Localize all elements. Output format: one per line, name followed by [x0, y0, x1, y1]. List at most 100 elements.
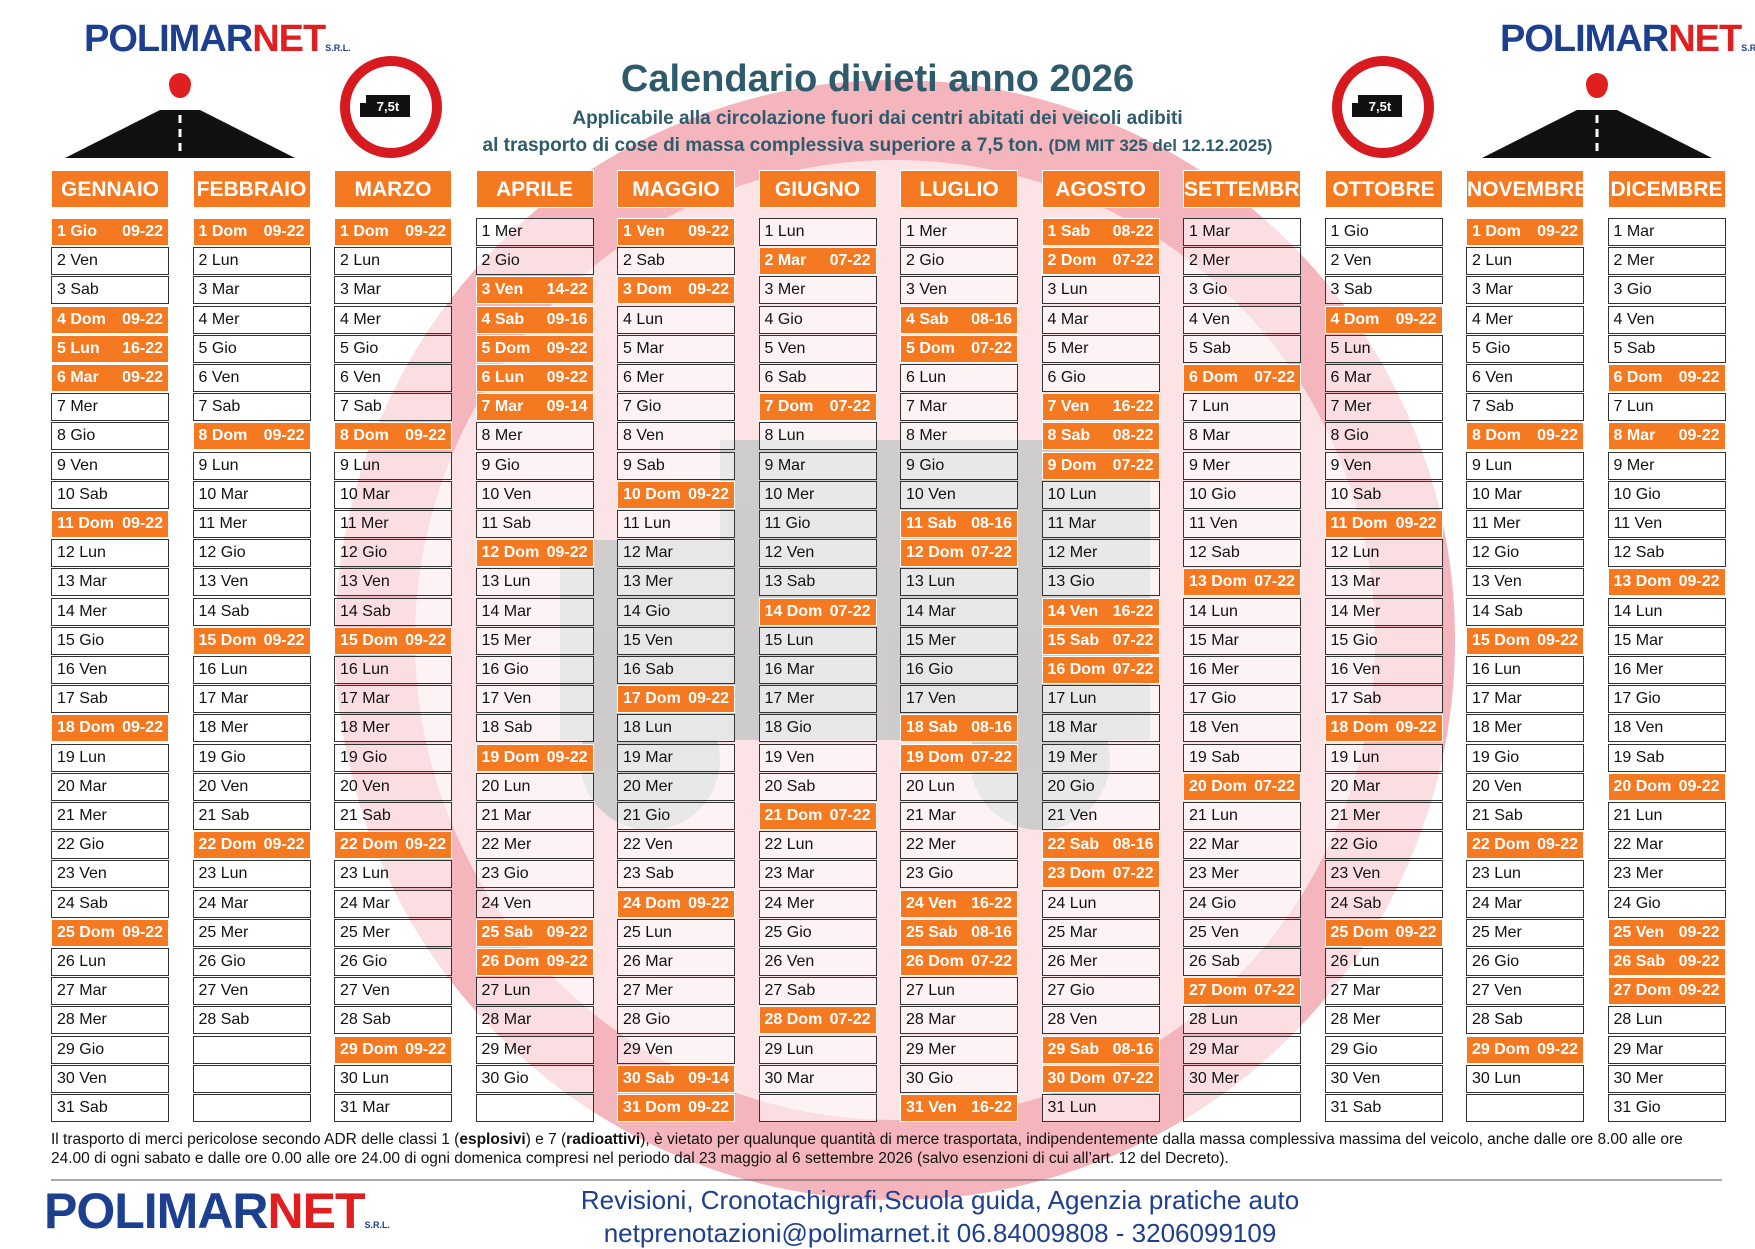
ban-hours: 09-22 — [1537, 836, 1578, 854]
day-cell: 18 Ven — [1607, 714, 1726, 743]
day-label: 16 Mar — [764, 661, 815, 678]
ban-hours: 09-22 — [1678, 923, 1720, 941]
footnote-text: Il trasporto di merci pericolose secondo… — [51, 1131, 460, 1148]
day-cell: 26 Lun — [51, 948, 169, 976]
day-label: 17 Dom — [623, 690, 681, 708]
day-cell: 7 Gio — [617, 393, 735, 422]
day-cell: 16 Mar — [758, 656, 877, 684]
day-label: 14 Sab — [198, 602, 250, 620]
day-cell: 9 Lun — [192, 451, 311, 480]
day-cell: 23 Mar — [758, 860, 877, 889]
day-label: 28 Mer — [57, 1011, 107, 1029]
day-cell: 31 Sab — [1324, 1094, 1443, 1122]
day-cell: 21 Sab — [334, 802, 452, 830]
day-cell: 25 Gio — [758, 918, 877, 947]
day-label: 6 Ven — [1472, 369, 1513, 386]
day-cell: 10 Dom 09-22 — [617, 480, 735, 509]
ban-hours: 09-22 — [546, 953, 588, 970]
day-cell: 8 Gio — [51, 422, 169, 451]
ban-hours: 08-22 — [1112, 427, 1154, 445]
day-label: 19 Mer — [1047, 748, 1098, 766]
day-cell: 10 Mar — [1466, 480, 1584, 509]
day-label: 26 Dom — [481, 953, 540, 970]
day-cell: 4 Dom 09-22 — [51, 305, 169, 334]
day-label: 17 Sab — [1330, 690, 1382, 708]
day-label: 2 Lun — [198, 252, 239, 270]
month-header: APRILE — [475, 170, 594, 208]
day-cell: 9 Lun — [1466, 451, 1584, 480]
day-cell: 17 Gio — [1183, 685, 1301, 714]
day-label: 27 Dom — [1189, 982, 1247, 1000]
day-cell: 30 Ven — [51, 1064, 169, 1093]
ban-hours: 09-16 — [546, 310, 588, 328]
day-cell: 18 Dom 09-22 — [51, 714, 169, 743]
day-label: 31 Ven — [906, 1099, 957, 1116]
day-cell: 25 Mer — [1466, 918, 1584, 947]
day-cell: 27 Ven — [1466, 977, 1584, 1006]
day-cell: 1 Gio — [1324, 218, 1443, 246]
day-cell: 5 Gio — [192, 334, 311, 363]
day-label: 27 Ven — [1472, 982, 1522, 1000]
day-cell: 11 Sab 08-16 — [900, 510, 1018, 538]
day-cell: 9 Gio — [475, 451, 594, 480]
day-cell: 23 Mer — [1607, 860, 1726, 889]
day-label: 18 Dom — [1330, 719, 1389, 737]
day-cell: 22 Lun — [758, 831, 877, 860]
ban-hours: 09-14 — [546, 398, 588, 416]
title: Calendario divieti anno 2026 — [620, 58, 1135, 100]
day-label: 18 Gio — [764, 719, 812, 737]
day-cell: 21 Mer — [51, 802, 169, 830]
day-label: 9 Mer — [1189, 456, 1230, 474]
day-cell: 1 Gio 09-22 — [51, 218, 169, 246]
day-cell: 11 Ven — [1607, 510, 1726, 538]
day-label: 21 Sab — [1472, 807, 1523, 824]
ban-hours: 07-22 — [829, 807, 871, 824]
day-cell: 24 Mar — [192, 889, 311, 918]
footnote-text: ), è vietato per qualunque quantità di m… — [51, 1131, 1683, 1167]
day-label: 10 Mar — [198, 485, 249, 503]
ban-hours: 08-16 — [1112, 836, 1154, 854]
day-cell: 18 Mer — [192, 714, 311, 743]
day-cell: 13 Mer — [617, 568, 735, 597]
day-cell: 25 Dom 09-22 — [1324, 918, 1443, 947]
day-label: 14 Mer — [1330, 602, 1381, 620]
day-cell: 22 Mer — [475, 831, 594, 860]
truck-icon — [1352, 103, 1360, 117]
day-cell: 4 Mer — [1466, 305, 1584, 334]
day-cell: 21 Sab — [192, 802, 311, 830]
day-label: 12 Dom — [481, 544, 540, 562]
day-cell: 14 Dom 07-22 — [758, 597, 877, 626]
day-label: 5 Lun — [57, 339, 100, 357]
day-label: 12 Lun — [57, 544, 106, 562]
day-label: 14 Ven — [1047, 602, 1099, 620]
logo-bottom: POLIMARNETS.R.L. — [44, 1182, 390, 1240]
day-label: 22 Mer — [906, 836, 956, 854]
ban-hours: 07-22 — [1112, 456, 1154, 474]
day-cell: 4 Gio — [758, 305, 877, 334]
day-cell: 12 Mer — [1041, 539, 1160, 568]
day-label: 1 Gio — [57, 223, 98, 240]
ban-hours: 09-22 — [405, 1040, 446, 1058]
day-label: 5 Sab — [1189, 339, 1231, 357]
day-label: 17 Ven — [906, 690, 956, 708]
sign-text: 7,5t — [377, 99, 400, 114]
day-label: 23 Mar — [764, 865, 815, 883]
day-cell: 9 Ven — [1324, 451, 1443, 480]
day-cell: 23 Lun — [192, 860, 311, 889]
day-label: 29 Gio — [1330, 1040, 1378, 1058]
ban-hours: 16-22 — [971, 1099, 1012, 1116]
day-cell: 10 Gio — [1183, 480, 1301, 509]
day-label: 6 Dom — [1189, 369, 1238, 386]
day-cell: 27 Mer — [617, 977, 735, 1006]
day-cell: 8 Lun — [758, 422, 877, 451]
day-label: 23 Ven — [1330, 865, 1381, 883]
day-cell: 31 Gio — [1607, 1094, 1726, 1122]
day-label: 4 Dom — [57, 310, 106, 328]
day-label: 21 Mar — [481, 807, 532, 824]
sign-left: 7,5t — [340, 56, 442, 158]
day-cell: 23 Ven — [1324, 860, 1443, 889]
day-label: 29 Mar — [1613, 1040, 1664, 1058]
day-cell: 24 Gio — [1183, 889, 1301, 918]
day-label: 2 Sab — [623, 252, 665, 270]
day-cell: 4 Mar — [1041, 305, 1160, 334]
